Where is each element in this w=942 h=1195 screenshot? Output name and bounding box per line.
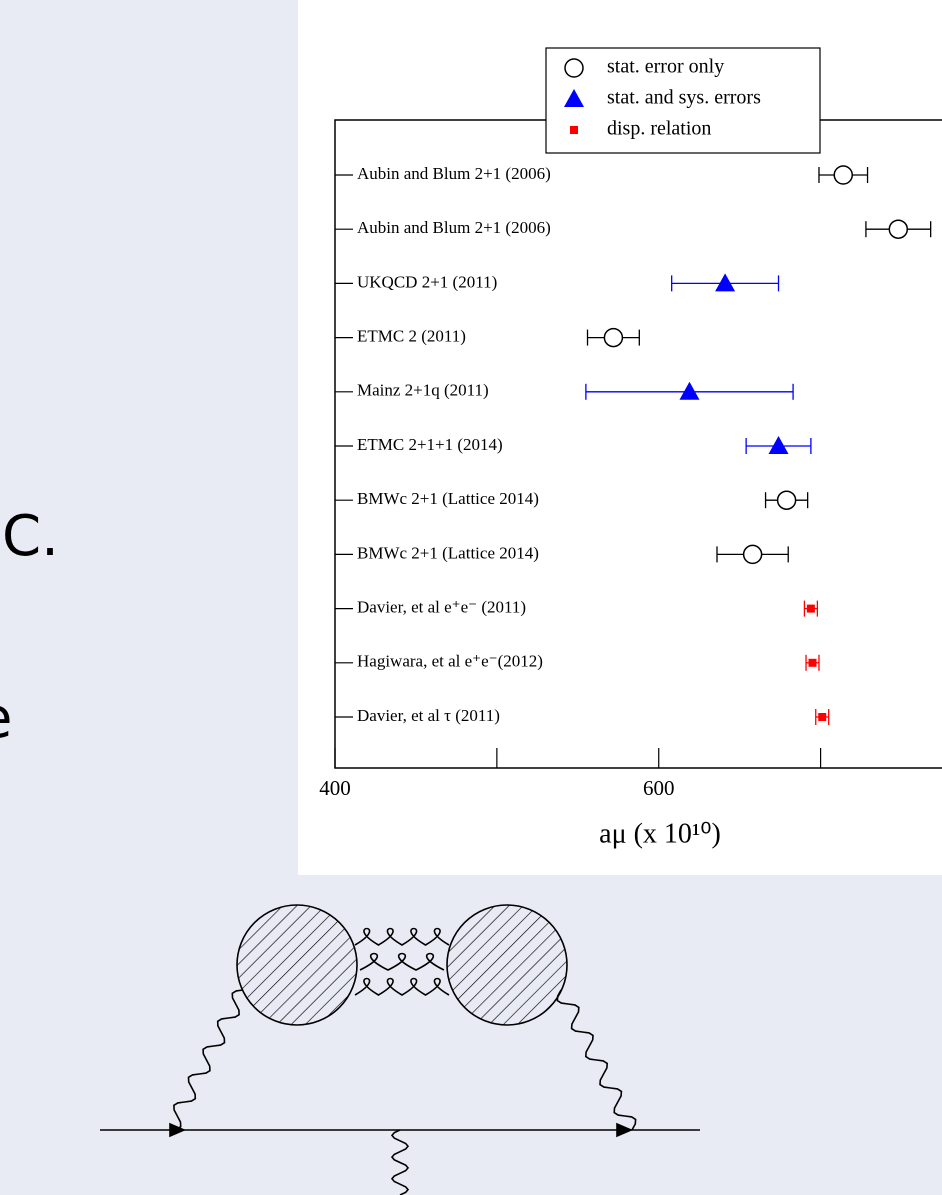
- feynman-diagram: [100, 905, 700, 1195]
- page: {"chart_data": {"type": "scatter", "orie…: [0, 0, 942, 1195]
- point: [778, 491, 796, 509]
- point: [809, 659, 817, 667]
- point: [834, 166, 852, 184]
- x-tick-label: 600: [643, 776, 675, 800]
- y-tick-label: Aubin and Blum 2+1 (2006): [357, 164, 551, 183]
- y-tick-label: Davier, et al τ (2011): [357, 706, 500, 725]
- gluon: [355, 979, 449, 996]
- y-tick-label: UKQCD 2+1 (2011): [357, 272, 497, 291]
- y-tick-label: Davier, et al e⁺e⁻ (2011): [357, 598, 526, 617]
- y-tick-label: BMWc 2+1 (Lattice 2014): [357, 489, 539, 508]
- point: [889, 220, 907, 238]
- photon: [170, 990, 243, 1130]
- photon: [557, 990, 635, 1130]
- point: [807, 605, 815, 613]
- photon: [392, 1130, 408, 1195]
- y-tick-label: ETMC 2 (2011): [357, 327, 466, 346]
- y-tick-label: Hagiwara, et al e⁺e⁻(2012): [357, 652, 543, 671]
- slide-fragment: e: [0, 686, 12, 751]
- gluon: [360, 954, 444, 971]
- legend: stat. error only stat. and sys. errors dis…: [546, 48, 820, 153]
- legend-label: stat. error only: [607, 56, 724, 78]
- blob: [237, 905, 357, 1025]
- slide-fragment: C.: [2, 504, 59, 569]
- x-tick-label: 400: [319, 776, 351, 800]
- gluon: [355, 929, 449, 946]
- y-tick-label: Aubin and Blum 2+1 (2006): [357, 218, 551, 237]
- blob: [447, 905, 567, 1025]
- x-axis-title: aμ (x 10¹⁰): [599, 818, 721, 849]
- y-tick-label: Mainz 2+1q (2011): [357, 381, 489, 400]
- y-tick-label: BMWc 2+1 (Lattice 2014): [357, 543, 539, 562]
- legend-label: stat. and sys. errors: [607, 87, 761, 109]
- y-tick-label: ETMC 2+1+1 (2014): [357, 435, 503, 454]
- legend-label: disp. relation: [607, 118, 711, 140]
- point: [744, 545, 762, 563]
- arrow: [617, 1124, 631, 1136]
- slide: C. e stat. error only stat. and sys. erro…: [0, 0, 942, 1195]
- legend-marker: [565, 59, 583, 77]
- point: [818, 713, 826, 721]
- point: [604, 329, 622, 347]
- legend-marker: [570, 126, 578, 134]
